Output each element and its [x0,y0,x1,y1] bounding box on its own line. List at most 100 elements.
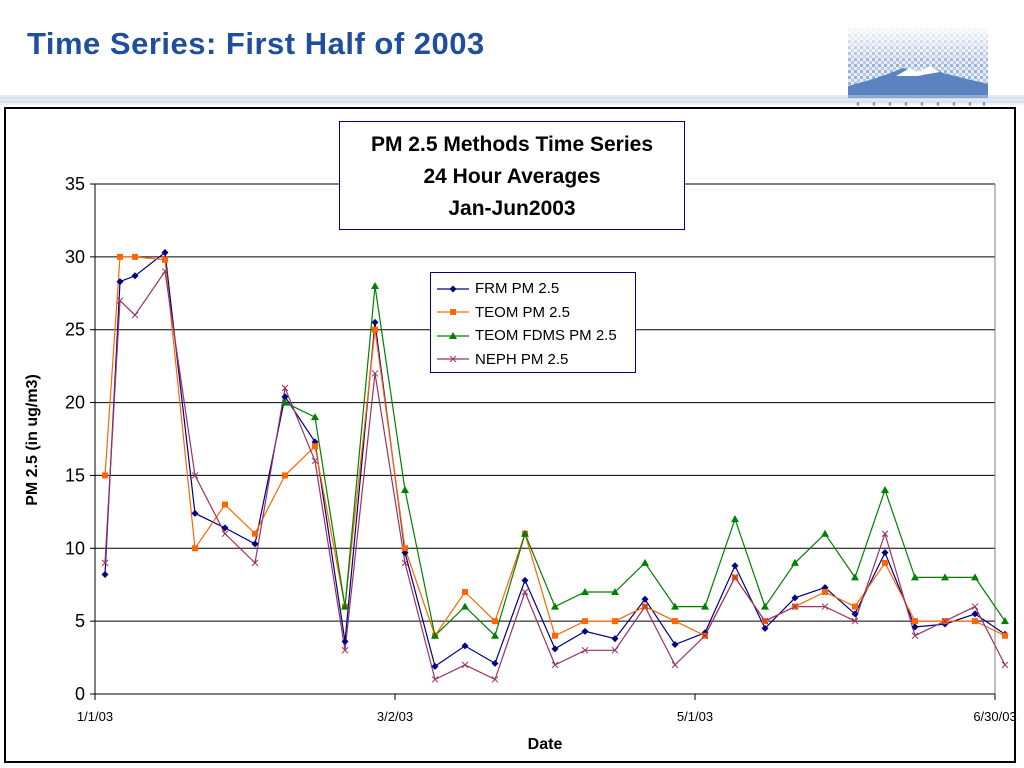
axes: 0 5 10 15 20 25 30 35 1/1/03 3/2/03 5/1/03 6/30/03 [65,174,1017,724]
teom-pm-2-5-point [252,530,258,537]
legend-item-teom-fdms-pm-2-5: TEOM FDMS PM 2.5 [437,324,635,348]
legend-label: FRM PM 2.5 [475,280,560,298]
neph-pm-2-5-point [431,676,439,683]
teom-fdms-pm-2-5-point [371,282,379,289]
frm-pm-2-5-point [971,610,979,618]
neph-pm-2-5-point [341,646,349,654]
teom-fdms-pm-2-5-point [911,573,919,581]
teom-pm-2-5-point [132,253,138,260]
frm-pm-2-5-point [116,278,124,286]
teom-pm-2-5-point [882,559,888,566]
frm-pm-2-5-point [911,623,919,631]
neph-pm-2-5-point [401,559,409,567]
y-tick-label: 5 [75,611,85,631]
neph-pm-2-5-point [581,646,589,654]
teom-fdms-pm-2-5-point [701,602,709,610]
teom-pm-2-5-point [282,472,288,479]
frm-pm-2-5-point [851,610,859,618]
teom-pm-2-5-point [852,603,858,610]
y-tick-label: 0 [75,684,85,704]
frm-pm-2-5-point [341,638,349,646]
neph-pm-2-5-point [101,559,109,567]
chart-subtitle: 24 Hour Averages [423,165,601,188]
teom-pm-2-5-point [117,253,123,260]
frm-pm-2-5-point [101,571,109,579]
legend-swatch-icon [437,331,469,339]
neph-pm-2-5-point [731,574,739,581]
frm-pm-2-5-point [611,635,619,643]
teom-fdms-pm-2-5-point [431,631,439,639]
chart-legend: FRM PM 2.5 TEOM PM 2.5 TEOM FDMS PM 2.5 NEP… [430,272,636,373]
neph-pm-2-5-point [551,661,559,669]
teom-fdms-pm-2-5-point [461,602,469,610]
y-tick-label: 30 [65,247,85,267]
neph-pm-2-5-point [461,661,469,669]
teom-fdms-pm-2-5-point [941,573,949,581]
neph-pm-2-5-point [191,472,199,479]
legend-marker-icon [449,331,457,339]
frm-pm-2-5-point [641,595,649,603]
frm-pm-2-5-point [581,627,589,635]
neph-pm-2-5-point [116,297,124,304]
neph-pm-2-5-point [821,603,829,610]
teom-pm-2-5-point [672,618,678,625]
x-tick-label: 6/30/03 [973,709,1016,724]
frm-pm-2-5-point [161,248,169,256]
frm-pm-2-5-point [251,540,259,548]
neph-pm-2-5-point [221,530,229,538]
mountain-logo-icon [848,28,988,106]
legend-marker-icon [450,309,456,316]
neph-pm-2-5-point [881,530,889,538]
legend-marker-icon [449,285,457,293]
neph-pm-2-5-point [671,661,679,669]
teom-fdms-pm-2-5-point [611,588,619,595]
legend-item-neph-pm-2-5: NEPH PM 2.5 [437,348,635,372]
neph-pm-2-5-point [941,617,949,625]
y-tick-label: 25 [65,320,85,340]
frm-pm-2-5-point [671,640,679,648]
frm-pm-2-5-point [761,624,769,632]
neph-pm-2-5-point [1001,661,1009,669]
neph-pm-2-5-point [161,268,169,275]
legend-label: NEPH PM 2.5 [475,350,569,368]
frm-pm-2-5-point [281,393,289,401]
teom-fdms-pm-2-5-point [521,529,529,537]
frm-pm-2-5-point [491,659,499,667]
frm-pm-2-5-point [521,576,529,584]
teom-pm-2-5-point [582,618,588,625]
legend-label: TEOM FDMS PM 2.5 [475,327,617,345]
neph-pm-2-5-point [131,311,139,319]
teom-pm-2-5-point [312,443,318,450]
neph-pm-2-5-point [851,617,859,625]
teom-pm-2-5-point [552,632,558,639]
neph-pm-2-5-point [281,384,289,392]
x-tick-label: 1/1/03 [77,709,113,724]
x-tick-label: 5/1/03 [677,709,713,724]
legend-swatch-icon [437,309,469,316]
teom-fdms-pm-2-5-point [581,588,589,595]
frm-pm-2-5-point [461,642,469,650]
teom-pm-2-5-point [372,326,378,333]
neph-pm-2-5-point [251,559,259,567]
teom-fdms-pm-2-5-point [311,413,319,421]
frm-pm-2-5-point [191,509,199,517]
neph-pm-2-5-point [611,646,619,654]
gridlines [95,183,995,622]
legend-item-teom-pm-2-5: TEOM PM 2.5 [437,301,635,325]
teom-pm-2-5-point [102,472,108,479]
slide-title: Time Series: First Half of 2003 [27,26,485,61]
neph-pm-2-5-point [791,603,799,610]
teom-pm-2-5-point [822,589,828,595]
neph-pm-2-5-point [701,632,709,640]
teom-fdms-pm-2-5-point [641,558,649,566]
y-tick-label: 20 [65,393,85,413]
teom-fdms-pm-2-5-point [491,631,499,639]
legend-marker-icon [449,355,457,363]
frm-pm-2-5-line [104,251,1006,668]
frm-pm-2-5-point [791,594,799,602]
neph-pm-2-5-point [491,676,499,683]
neph-pm-2-5-point [971,603,979,610]
frm-pm-2-5-point [371,318,379,326]
teom-pm-2-5-point [972,618,978,625]
frm-pm-2-5-point [131,272,139,280]
